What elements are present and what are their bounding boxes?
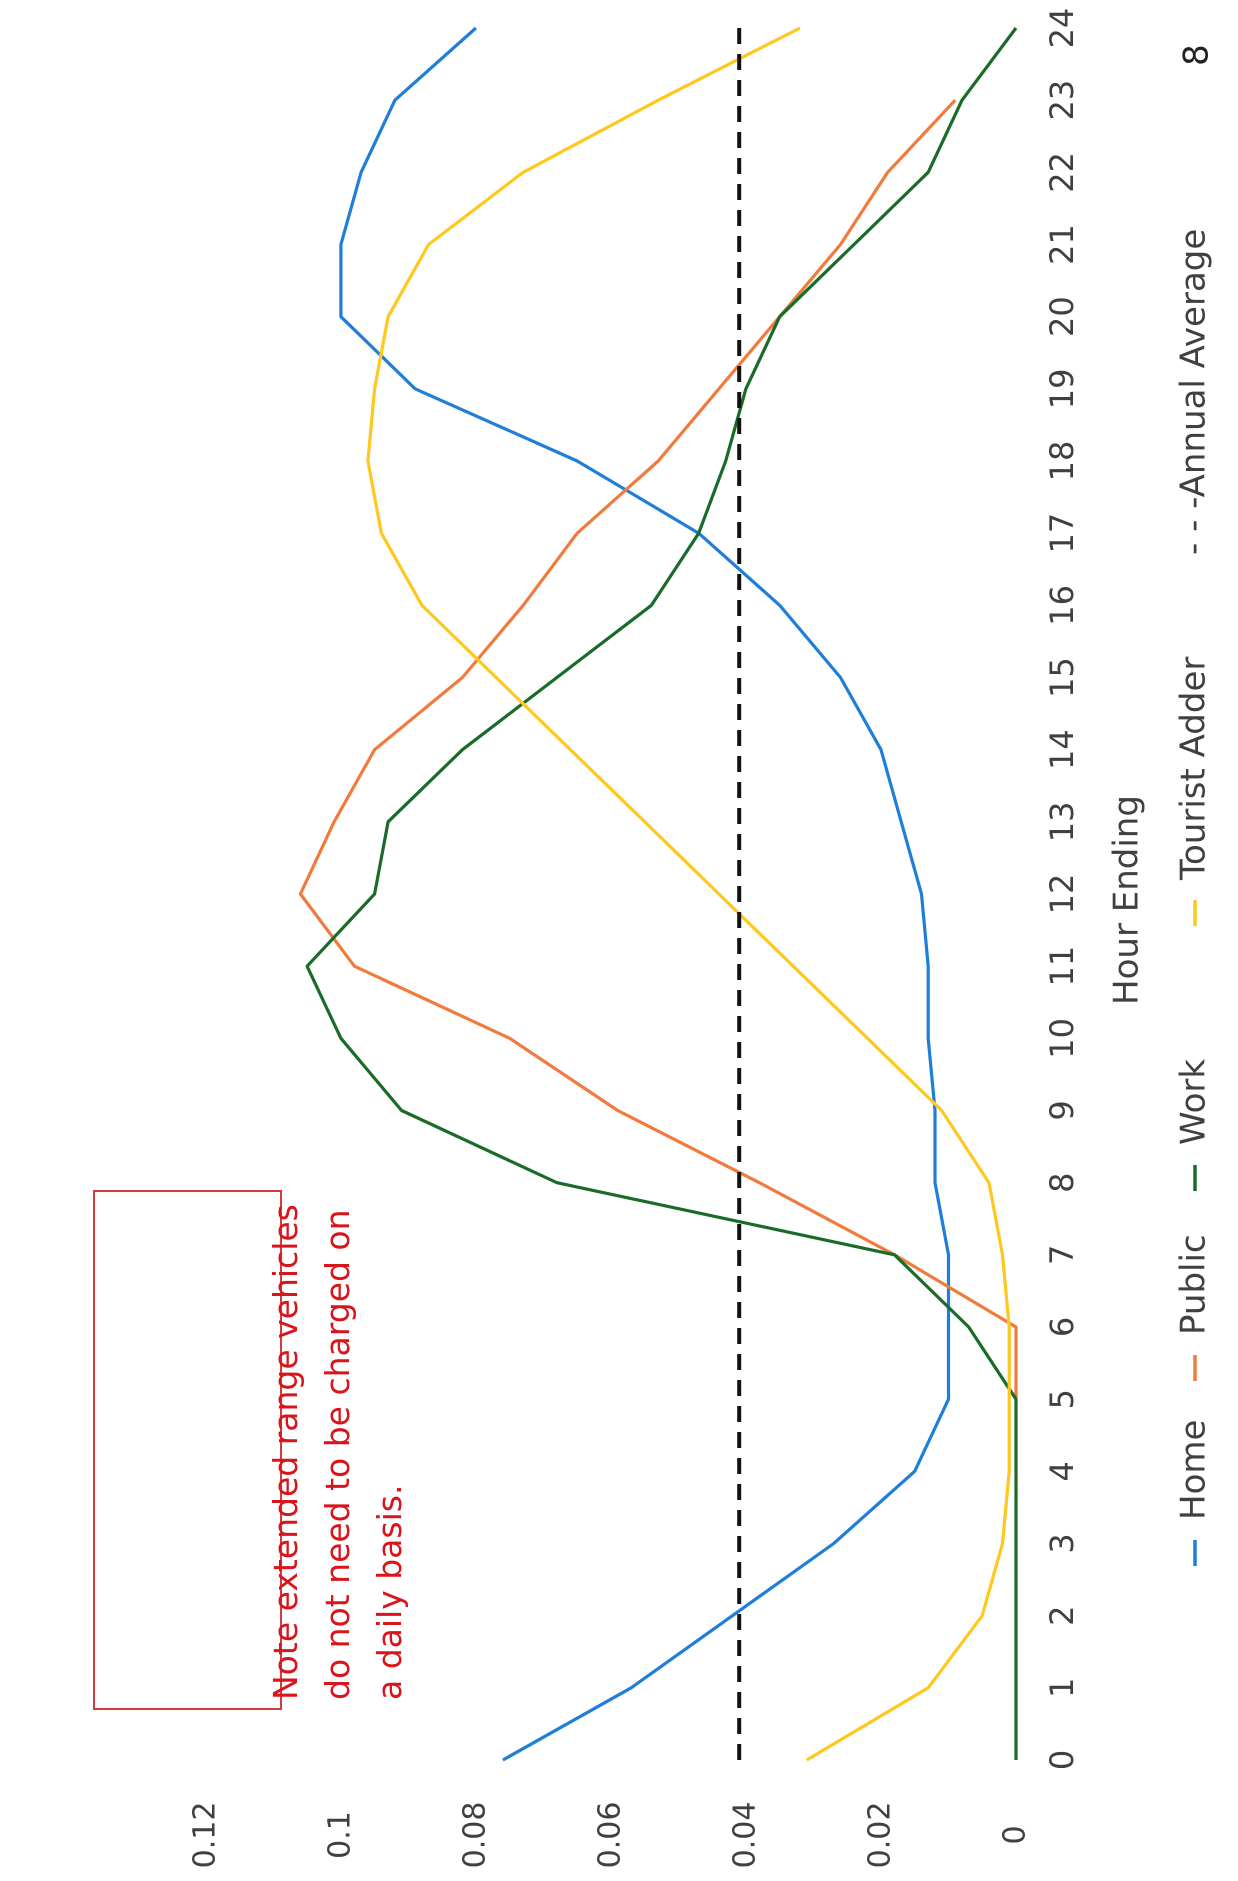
legend-label: - - -Annual Average [1174, 229, 1214, 555]
value-tick-label: 0.02 [862, 1802, 897, 1869]
legend-label: Work [1174, 1059, 1214, 1145]
hour-tick-label: 8 [1043, 1172, 1081, 1192]
value-tick-label: 0.06 [592, 1802, 627, 1869]
hour-tick-label: 20 [1043, 296, 1081, 337]
hour-tick-label: 11 [1043, 946, 1081, 987]
value-tick-label: 0 [998, 1825, 1033, 1844]
hour-tick-label: 23 [1043, 80, 1081, 121]
page-number: 8 [1177, 44, 1217, 66]
hour-tick-label: 14 [1043, 729, 1081, 770]
value-tick-label: 0.1 [322, 1811, 357, 1859]
value-tick-label: 0.12 [187, 1802, 222, 1869]
value-tick-label: 0.04 [727, 1802, 762, 1869]
legend-label: Public [1174, 1234, 1214, 1335]
series-line [305, 27, 1018, 1760]
hour-tick-label: 17 [1043, 513, 1081, 554]
hour-tick-label: 1 [1043, 1678, 1081, 1698]
hour-tick-label: 9 [1043, 1100, 1081, 1120]
series-line [366, 26, 1011, 1762]
hour-tick-label: 24 [1043, 8, 1081, 49]
axis-title: Hour Ending [1107, 795, 1147, 1005]
hour-tick-label: 7 [1043, 1245, 1081, 1265]
hour-tick-label: 3 [1043, 1533, 1081, 1553]
hour-tick-label: 4 [1043, 1461, 1081, 1481]
legend-label: Tourist Adder [1174, 657, 1214, 881]
hour-tick-label: 21 [1043, 224, 1081, 265]
note-text: Note extended range vehicles do not need… [266, 1204, 409, 1700]
hour-tick-label: 2 [1043, 1605, 1081, 1625]
series-line [339, 26, 951, 1762]
hour-tick-label: 15 [1043, 657, 1081, 698]
value-tick-label: 0.08 [457, 1802, 492, 1869]
hour-tick-label: 5 [1043, 1389, 1081, 1409]
hour-tick-label: 10 [1043, 1018, 1081, 1059]
hour-tick-label: 18 [1043, 441, 1081, 482]
hour-tick-label: 13 [1043, 801, 1081, 842]
hour-tick-label: 12 [1043, 874, 1081, 915]
hour-tick-label: 16 [1043, 585, 1081, 626]
note-box [93, 1190, 282, 1710]
hour-tick-label: 22 [1043, 152, 1081, 193]
legend-label: Home [1174, 1420, 1214, 1520]
hour-tick-label: 19 [1043, 368, 1081, 409]
hour-tick-label: 6 [1043, 1317, 1081, 1337]
hour-tick-label: 0 [1043, 1750, 1081, 1770]
